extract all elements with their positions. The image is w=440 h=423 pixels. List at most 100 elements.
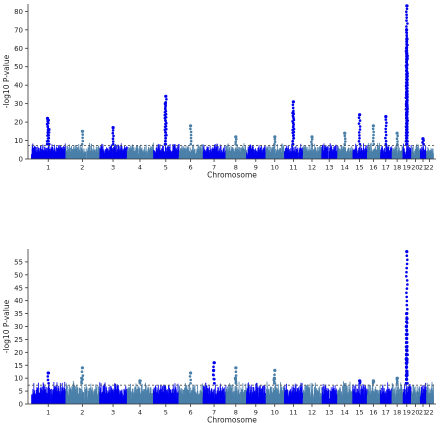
- noise-column: [163, 153, 165, 159]
- peak-top-point: [405, 37, 409, 41]
- x-axis-label: Chromosome: [207, 171, 257, 180]
- noise-column: [117, 149, 118, 159]
- noise-column: [87, 150, 88, 159]
- noise-column: [68, 148, 70, 159]
- peak-point: [273, 140, 277, 144]
- noise-column: [397, 153, 399, 159]
- noise-column: [402, 156, 404, 159]
- peak-point: [189, 139, 193, 143]
- noise-column: [389, 151, 391, 159]
- peak-point: [310, 140, 313, 144]
- noise-column: [174, 152, 176, 159]
- noise-column: [225, 154, 227, 159]
- noise-column: [35, 394, 37, 404]
- noise-column: [205, 151, 207, 159]
- noise-column: [66, 154, 67, 159]
- noise-column: [212, 153, 213, 159]
- noise-column: [189, 152, 191, 159]
- noise-column: [383, 148, 385, 159]
- noise-column: [209, 155, 211, 159]
- peak-point: [165, 98, 168, 101]
- noise-column: [92, 149, 94, 159]
- noise-column: [282, 153, 284, 159]
- peak-point: [291, 140, 294, 143]
- peak-point: [357, 131, 361, 134]
- peak-point: [80, 142, 84, 146]
- noise-column: [77, 395, 79, 404]
- noise-column: [230, 145, 232, 159]
- noise-column: [411, 147, 413, 159]
- noise-column: [185, 152, 187, 159]
- noise-column: [73, 396, 75, 404]
- noise-column: [79, 394, 81, 404]
- peak-top-point: [164, 94, 168, 98]
- noise-column: [65, 150, 67, 159]
- noise-column: [42, 399, 44, 404]
- noise-column: [374, 148, 375, 159]
- y-tick-label: 30: [14, 100, 23, 108]
- noise-column: [422, 151, 424, 159]
- noise-column: [165, 155, 167, 159]
- noise-column: [74, 150, 76, 159]
- noise-column: [31, 395, 33, 404]
- noise-column: [332, 157, 334, 159]
- noise-column: [366, 155, 368, 159]
- noise-column: [150, 152, 151, 159]
- noise-column: [229, 154, 231, 159]
- noise-column: [308, 146, 310, 159]
- noise-column: [170, 154, 172, 159]
- noise-column: [390, 147, 392, 159]
- noise-column: [38, 399, 40, 404]
- noise-column: [164, 151, 166, 159]
- noise-column: [55, 147, 57, 159]
- noise-column: [59, 148, 61, 159]
- noise-column: [140, 149, 142, 159]
- noise-column: [257, 150, 259, 159]
- noise-column: [343, 147, 345, 159]
- noise-column: [132, 150, 134, 159]
- noise-column: [98, 400, 99, 404]
- noise-column: [172, 156, 174, 159]
- noise-column: [288, 149, 290, 159]
- peak-point: [405, 142, 408, 146]
- noise-column: [59, 154, 61, 159]
- noise-column: [99, 389, 101, 404]
- peak-point: [405, 136, 409, 140]
- noise-column: [371, 151, 373, 159]
- noise-column: [420, 150, 422, 159]
- noise-column: [418, 149, 420, 159]
- peak-point: [111, 131, 115, 135]
- noise-column: [34, 393, 36, 404]
- peak-top-point: [421, 137, 425, 141]
- peak-point: [405, 19, 408, 22]
- peak-point: [45, 142, 49, 146]
- peak-point: [47, 140, 50, 143]
- noise-column: [180, 152, 182, 159]
- noise-column: [432, 155, 434, 159]
- noise-column: [195, 156, 197, 159]
- noise-column: [312, 152, 313, 159]
- noise-column: [395, 153, 397, 159]
- noise-column: [79, 149, 81, 159]
- noise-column: [109, 394, 110, 404]
- noise-column: [105, 155, 107, 159]
- noise-column: [271, 149, 273, 159]
- noise-column: [194, 154, 195, 159]
- noise-column: [316, 150, 318, 159]
- noise-column: [53, 147, 55, 159]
- peak-point: [234, 140, 237, 144]
- noise-column: [44, 146, 46, 159]
- noise-column: [57, 150, 58, 159]
- noise-column: [335, 144, 337, 159]
- noise-column: [355, 150, 357, 159]
- noise-column: [361, 156, 363, 159]
- noise-column: [243, 143, 245, 159]
- noise-column: [384, 151, 386, 159]
- noise-column: [293, 153, 294, 159]
- noise-column: [36, 155, 37, 159]
- noise-column: [189, 156, 191, 159]
- noise-column: [156, 150, 157, 159]
- noise-column: [114, 383, 115, 404]
- noise-column: [198, 151, 200, 159]
